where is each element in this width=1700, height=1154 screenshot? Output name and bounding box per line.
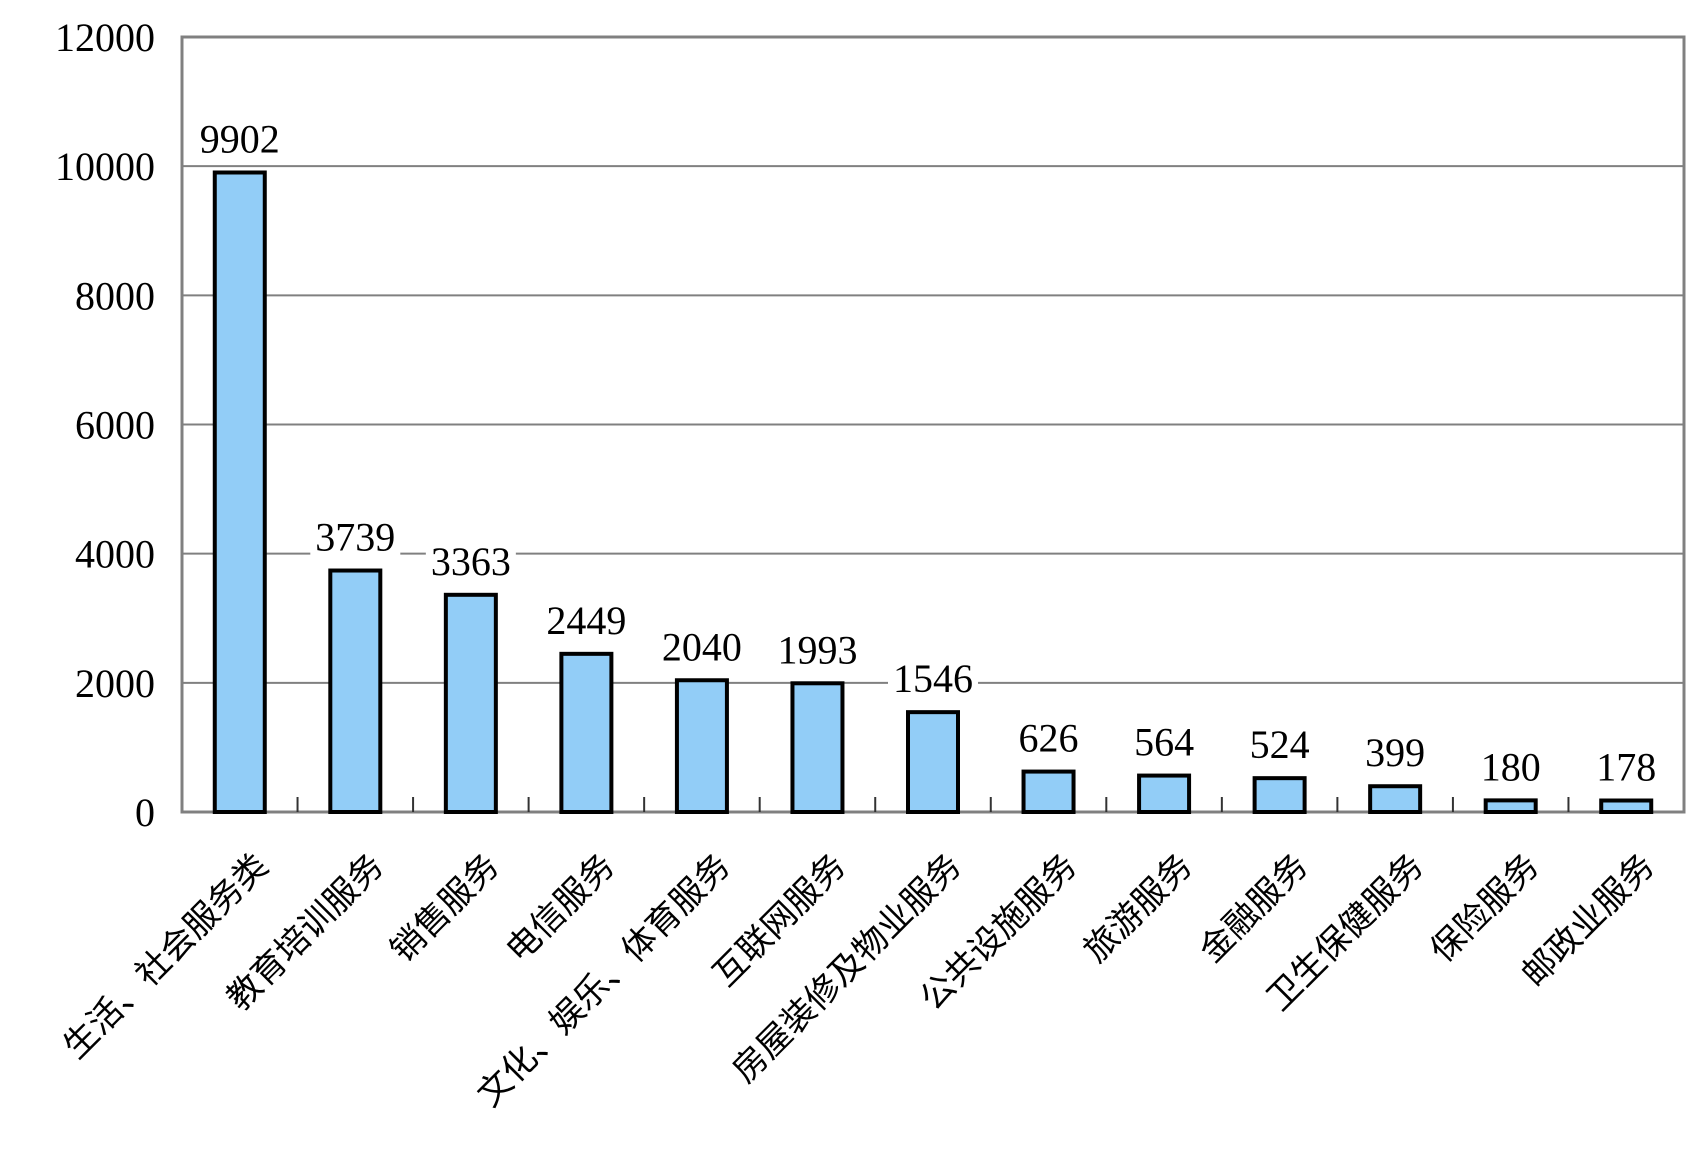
y-axis-tick-label: 10000 [55, 144, 155, 189]
y-axis-tick-label: 4000 [75, 532, 155, 577]
y-axis-labels-group: 0 2000 4000 6000 8000 10000 12000 [55, 15, 155, 835]
y-axis-tick-label: 6000 [75, 403, 155, 448]
y-axis-tick-label: 2000 [75, 661, 155, 706]
value-label: 626 [1019, 716, 1079, 761]
value-label: 3363 [431, 539, 511, 584]
value-label-background [425, 542, 516, 583]
y-axis-tick-label: 12000 [55, 15, 155, 60]
bar [1599, 798, 1654, 814]
value-label: 9902 [200, 116, 280, 161]
bar [1483, 798, 1538, 814]
bar [212, 170, 267, 814]
bar [1137, 773, 1192, 815]
bar [790, 681, 845, 814]
bar [443, 592, 498, 815]
value-label-background [656, 628, 747, 669]
x-axis-ticks-group [296, 797, 1570, 812]
value-label: 180 [1481, 744, 1541, 789]
value-label-background [541, 601, 632, 642]
value-label-background [1244, 726, 1315, 767]
value-label-background [194, 120, 285, 161]
value-label-background [1360, 734, 1431, 775]
value-label: 2040 [662, 624, 742, 669]
value-label: 1993 [777, 627, 857, 672]
value-label: 399 [1365, 730, 1425, 775]
value-label: 3739 [315, 515, 395, 560]
value-label: 2449 [546, 598, 626, 643]
value-label-background [1475, 748, 1546, 789]
value-label: 1546 [893, 656, 973, 701]
y-axis-tick-label: 0 [135, 790, 155, 835]
bar [1368, 784, 1423, 815]
bar [906, 710, 960, 815]
bar [1021, 769, 1076, 815]
value-label-background [888, 660, 978, 701]
y-axis-tick-label: 8000 [75, 273, 155, 318]
value-label: 524 [1250, 722, 1310, 767]
value-label-background [1013, 719, 1084, 760]
value-label: 564 [1134, 720, 1194, 765]
bar [1252, 776, 1307, 814]
bar [674, 678, 729, 814]
value-label-background [1591, 748, 1662, 789]
bar [559, 651, 614, 814]
value-labels-group: 9902 3739 3363 2449 2040 1993 1546 626 564 524 399… [194, 116, 1662, 790]
value-label-background [1129, 723, 1200, 764]
value-label: 178 [1596, 745, 1656, 790]
value-label-background [772, 631, 863, 672]
bars-group [212, 170, 1654, 815]
bar [328, 568, 383, 814]
value-label-background [310, 518, 401, 559]
